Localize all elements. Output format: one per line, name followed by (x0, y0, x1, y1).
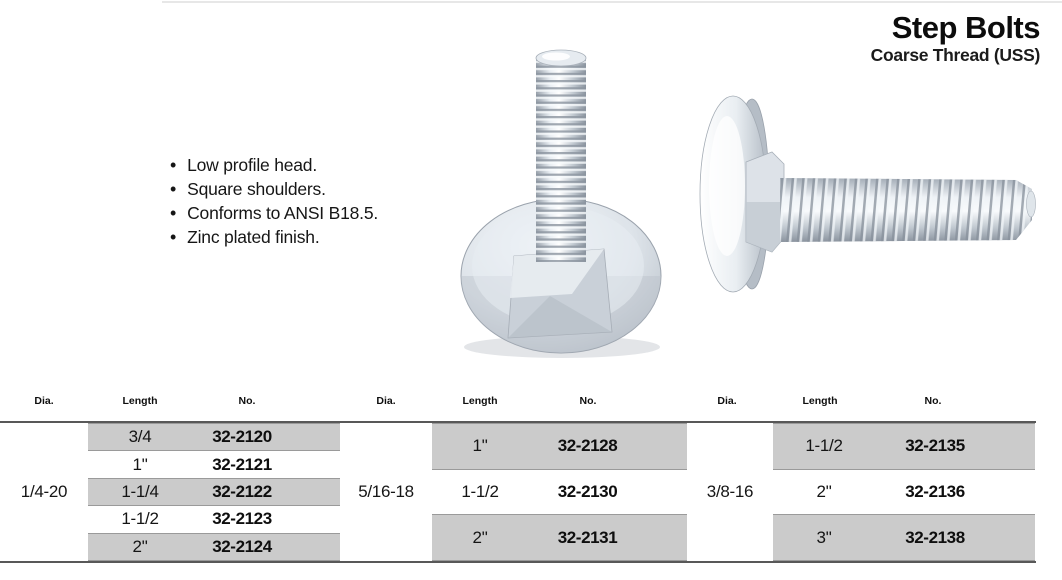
table-group-quarter-20: 1/4-20 3/4 32-2120 1" 32-2121 1-1/4 32-2… (0, 423, 340, 562)
feature-item: Low profile head. (170, 153, 378, 177)
part-number: 32-2130 (557, 482, 618, 501)
dia-value: 3/8-16 (706, 482, 754, 501)
table-row: 2" 32-2124 (88, 532, 340, 562)
table-row: 2" 32-2136 (773, 470, 1035, 515)
group-rows: 1" 32-2128 1-1/2 32-2130 2" 32-2131 (432, 423, 687, 562)
table-body: 1/4-20 3/4 32-2120 1" 32-2121 1-1/4 32-2… (0, 423, 1036, 562)
col-header-length: Length (462, 395, 498, 407)
table-row: 1" 32-2128 (432, 423, 687, 470)
part-number: 32-2128 (557, 436, 618, 456)
table-bottom-rule (0, 561, 1036, 563)
col-header-no: No. (924, 395, 942, 407)
col-header-dia: Dia. (34, 395, 54, 407)
feature-item: Conforms to ANSI B18.5. (170, 201, 378, 225)
feature-text: Low profile head. (187, 155, 317, 175)
feature-list: Low profile head. Square shoulders. Conf… (170, 153, 378, 249)
part-number: 32-2121 (212, 454, 272, 474)
step-bolt-upright-photo (460, 49, 662, 358)
step-bolt-side-photo (699, 95, 1036, 293)
parts-table: Dia. Length No. Dia. Length No. Dia. Len… (0, 392, 1062, 572)
feature-item: Zinc plated finish. (170, 225, 378, 249)
col-header-dia: Dia. (717, 395, 737, 407)
length-value: 3/4 (128, 427, 152, 447)
part-number: 32-2122 (212, 482, 272, 502)
page-subtitle: Coarse Thread (USS) (870, 45, 1041, 65)
part-number: 32-2136 (905, 482, 965, 501)
length-value: 1-1/2 (461, 482, 499, 501)
dia-value: 1/4-20 (20, 482, 68, 501)
table-row: 1" 32-2121 (88, 451, 340, 477)
part-number: 32-2135 (905, 436, 965, 456)
col-header-length: Length (802, 395, 838, 407)
length-value: 1-1/2 (121, 509, 159, 529)
page-title: Step Bolts (891, 10, 1041, 45)
length-value: 2" (816, 482, 832, 501)
part-number: 32-2131 (557, 527, 618, 547)
dia-value: 5/16-18 (358, 482, 414, 501)
feature-text: Conforms to ANSI B18.5. (187, 203, 379, 223)
group-rows: 3/4 32-2120 1" 32-2121 1-1/4 32-2122 1-1… (88, 423, 340, 562)
group-rows: 1-1/2 32-2135 2" 32-2136 3" 32-2138 (773, 423, 1035, 562)
feature-text: Square shoulders. (187, 179, 326, 199)
feature-text: Zinc plated finish. (187, 227, 320, 247)
table-row: 3/4 32-2120 (88, 423, 340, 452)
page-top-divider (162, 1, 1062, 3)
length-value: 3" (816, 527, 832, 547)
col-header-no: No. (579, 395, 597, 407)
length-value: 1" (472, 436, 488, 456)
title-block: Step Bolts Coarse Thread (USS) (870, 10, 1041, 66)
table-row: 2" 32-2131 (432, 514, 687, 562)
part-number: 32-2120 (212, 427, 272, 447)
table-row: 1-1/4 32-2122 (88, 477, 340, 507)
col-header-no: No. (238, 395, 256, 407)
length-value: 2" (472, 527, 488, 547)
feature-item: Square shoulders. (170, 177, 378, 201)
table-row: 1-1/2 32-2123 (88, 506, 340, 532)
table-group-three-eighths-16: 3/8-16 1-1/2 32-2135 2" 32-2136 3" 32-21… (687, 423, 1035, 562)
length-value: 1" (132, 454, 148, 474)
table-group-five-sixteenths-18: 5/16-18 1" 32-2128 1-1/2 32-2130 2" 32-2… (340, 423, 687, 562)
table-row: 1-1/2 32-2130 (432, 470, 687, 515)
length-value: 2" (132, 536, 148, 556)
col-header-dia: Dia. (376, 395, 396, 407)
col-header-length: Length (122, 395, 158, 407)
part-number: 32-2124 (212, 536, 272, 556)
table-row: 1-1/2 32-2135 (773, 423, 1035, 470)
part-number: 32-2123 (212, 509, 272, 529)
table-row: 3" 32-2138 (773, 514, 1035, 562)
length-value: 1-1/4 (121, 482, 159, 502)
part-number: 32-2138 (905, 527, 965, 547)
length-value: 1-1/2 (805, 436, 843, 456)
table-top-rule (0, 421, 1036, 423)
